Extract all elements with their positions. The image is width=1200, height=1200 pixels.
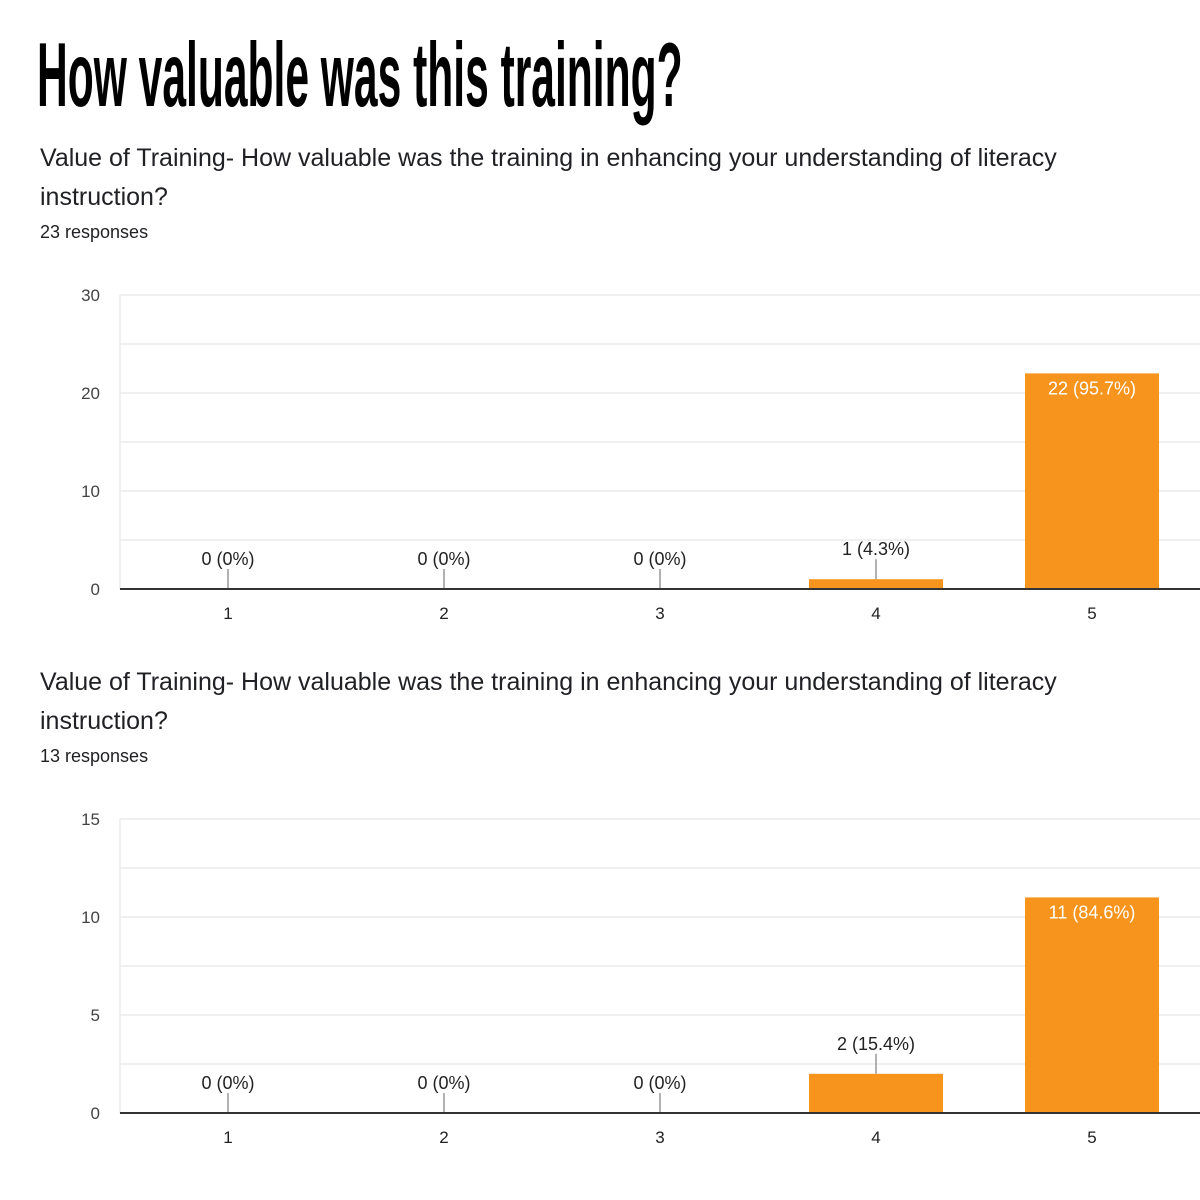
x-tick-label: 2 — [439, 1128, 448, 1147]
data-label: 0 (0%) — [417, 549, 470, 569]
y-tick-label: 10 — [81, 482, 100, 501]
data-label: 1 (4.3%) — [842, 539, 910, 559]
chart-1: 0 10 20 30 0 (0%) 1 0 (0%) 2 0 (0%) 3 1 (4.3%) 4 22 … — [81, 286, 1200, 623]
x-tick-label: 2 — [439, 604, 448, 623]
bar — [1025, 373, 1159, 589]
data-label: 0 (0%) — [201, 1073, 254, 1093]
y-tick-label: 10 — [81, 908, 100, 927]
y-tick-label: 0 — [91, 1104, 100, 1123]
data-label: 0 (0%) — [633, 549, 686, 569]
y-tick-label: 20 — [81, 384, 100, 403]
x-tick-label: 3 — [655, 604, 664, 623]
x-tick-label: 5 — [1087, 1128, 1096, 1147]
bar — [809, 579, 943, 589]
data-label: 0 (0%) — [417, 1073, 470, 1093]
data-label: 0 (0%) — [201, 549, 254, 569]
data-label: 2 (15.4%) — [837, 1034, 915, 1054]
page-title: How valuable was this training? — [37, 23, 683, 126]
x-tick-label: 1 — [223, 1128, 232, 1147]
chart-2: 0 5 10 15 0 (0%) 1 0 (0%) 2 0 (0%) 3 2 (15.4%) 4 11 … — [81, 810, 1200, 1147]
y-tick-label: 15 — [81, 810, 100, 829]
x-tick-label: 3 — [655, 1128, 664, 1147]
chart-1-question: Value of Training- How valuable was the … — [40, 144, 1057, 211]
chart-2-question: Value of Training- How valuable was the … — [40, 668, 1057, 735]
x-tick-label: 5 — [1087, 604, 1096, 623]
bar — [1025, 897, 1159, 1113]
x-tick-label: 4 — [871, 604, 880, 623]
y-tick-label: 5 — [91, 1006, 100, 1025]
x-tick-label: 4 — [871, 1128, 880, 1147]
chart-2-response-count: 13 responses — [40, 746, 149, 766]
chart-1-response-count: 23 responses — [40, 222, 149, 242]
x-tick-label: 1 — [223, 604, 232, 623]
data-label: 22 (95.7%) — [1048, 378, 1136, 398]
data-label: 0 (0%) — [633, 1073, 686, 1093]
y-tick-label: 30 — [81, 286, 100, 305]
data-label: 11 (84.6%) — [1049, 902, 1136, 922]
bar — [809, 1073, 943, 1113]
y-tick-label: 0 — [91, 580, 100, 599]
